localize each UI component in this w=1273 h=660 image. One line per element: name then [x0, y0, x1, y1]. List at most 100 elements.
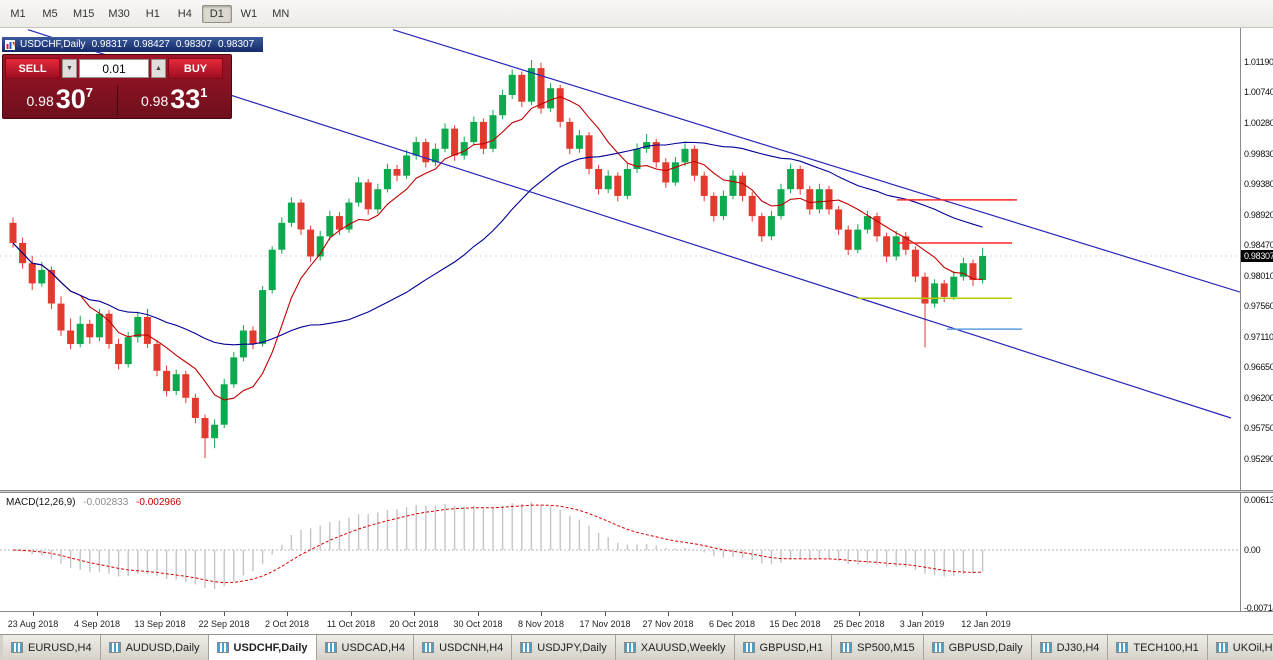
macd-histogram-bar: [300, 529, 302, 550]
candle-body: [124, 337, 132, 365]
date-axis[interactable]: 23 Aug 2018 4 Sep 2018 13 Sep 2018 22 Sep 2…: [0, 611, 1273, 634]
chart-tab-eurusd-h4[interactable]: EURUSD,H4: [3, 635, 101, 660]
chart-tab-dj30-h4[interactable]: DJ30,H4: [1031, 635, 1109, 660]
candle-body: [9, 222, 17, 243]
macd-histogram-bar: [41, 550, 43, 556]
macd-histogram-bar: [415, 505, 417, 550]
macd-histogram-bar: [540, 504, 542, 550]
chart-tab-usdchf-daily[interactable]: USDCHF,Daily: [208, 635, 317, 660]
chart-tab-usdcad-h4[interactable]: USDCAD,H4: [316, 635, 415, 660]
macd-histogram-bar: [271, 550, 273, 555]
volume-increase-button[interactable]: ▲: [151, 59, 166, 78]
macd-histogram-bar: [367, 514, 369, 550]
candle-body: [67, 330, 75, 344]
macd-indicator-svg[interactable]: [0, 493, 1240, 611]
candle-body: [249, 330, 257, 344]
sell-price[interactable]: 0.98307: [3, 86, 117, 113]
macd-histogram-bar: [127, 550, 129, 577]
sell-price-pipette: 7: [85, 85, 94, 100]
macd-histogram-bar: [818, 550, 821, 559]
timeframe-button-h1[interactable]: H1: [145, 7, 160, 20]
price-axis-label: 0.99380: [1244, 179, 1273, 189]
panel-splitter[interactable]: [0, 490, 1273, 493]
timeframe-toolbar: M1 M5 M15 M30 H1 H4 D1 W1 MN: [0, 0, 1273, 28]
date-axis-tick: [287, 612, 288, 616]
candle-body: [969, 263, 977, 280]
chart-tab-usdjpy-daily[interactable]: USDJPY,Daily: [512, 635, 616, 660]
sell-button[interactable]: SELL: [5, 58, 60, 79]
macd-histogram-bar: [549, 505, 552, 550]
candle-body: [316, 236, 324, 257]
candle-body: [604, 175, 612, 190]
candle-body: [326, 216, 334, 237]
main-chart-svg[interactable]: [0, 28, 1240, 490]
chart-tab-tech100-h1[interactable]: TECH100,H1: [1108, 635, 1208, 660]
chart-tab-label: GBPUSD,H1: [759, 641, 824, 654]
timeframe-button-mn[interactable]: MN: [272, 7, 290, 20]
macd-histogram-bar: [204, 550, 206, 588]
candle-body: [28, 263, 36, 284]
macd-histogram-bar: [837, 550, 840, 561]
macd-histogram-bar: [732, 550, 734, 557]
macd-histogram-bar: [780, 550, 782, 563]
timeframe-button-m30[interactable]: M30: [108, 7, 130, 20]
timeframe-button-m15[interactable]: M15: [73, 7, 95, 20]
candle-body: [355, 182, 363, 203]
date-axis-tick: [224, 612, 225, 616]
candle-body: [950, 276, 958, 297]
timeframe-button-m1[interactable]: M1: [10, 7, 26, 20]
candle-body: [863, 216, 871, 230]
candle-body: [422, 142, 430, 163]
candle-body: [518, 74, 526, 102]
price-axis-label: 0.98010: [1244, 271, 1273, 281]
candle-body: [575, 135, 583, 149]
macd-histogram-bar: [386, 510, 389, 550]
macd-histogram-bar: [962, 550, 965, 575]
candle-body: [595, 169, 603, 190]
candle-body: [76, 323, 84, 344]
candle-body: [163, 370, 171, 392]
timeframe-button-w1[interactable]: W1: [240, 7, 258, 20]
chart-tab-gbpusd-h1[interactable]: GBPUSD,H1: [734, 635, 833, 660]
price-axis-label: 0.95290: [1244, 454, 1273, 464]
chart-tab-gbpusd-daily[interactable]: GBPUSD,Daily: [923, 635, 1032, 660]
timeframe-button-d1[interactable]: D1: [201, 4, 232, 23]
timeframe-button-h4[interactable]: H4: [177, 7, 192, 20]
candle-body: [931, 283, 939, 304]
macd-histogram-bar: [722, 550, 725, 558]
chart-tab-icon: [931, 642, 944, 653]
volume-input[interactable]: [79, 59, 149, 78]
chart-tab-audusd-daily[interactable]: AUDUSD,Daily: [100, 635, 209, 660]
price-axis[interactable]: 1.01190 1.00740 1.00280 0.99830 0.99380 0.989…: [1240, 28, 1273, 611]
macd-axis-label: -0.007142: [1244, 603, 1273, 613]
candle-body: [268, 249, 276, 291]
price-axis-label: 0.96650: [1244, 362, 1273, 372]
buy-price-big: 33: [170, 84, 201, 114]
macd-histogram-bar: [473, 505, 475, 550]
chart-tab-label: SP500,M15: [857, 641, 915, 654]
chart-tab-label: XAUUSD,Weekly: [640, 641, 726, 654]
timeframe-button-m5[interactable]: M5: [42, 7, 58, 20]
buy-price[interactable]: 0.98331: [118, 86, 232, 113]
macd-histogram-bar: [194, 550, 197, 585]
chart-tab-ukoil-h1[interactable]: UKOil,H1: [1207, 635, 1273, 660]
chart-tab-icon: [422, 642, 435, 653]
macd-axis: 0.006137 0.00 -0.007142: [1241, 493, 1273, 613]
date-axis-tick: [541, 612, 542, 616]
sell-price-prefix: 0.98: [26, 93, 54, 109]
candle-body: [787, 169, 795, 190]
buy-button[interactable]: BUY: [168, 58, 223, 79]
chart-tab-usdcnh-h4[interactable]: USDCNH,H4: [414, 635, 513, 660]
macd-histogram-bar: [981, 550, 984, 572]
price-axis-label: 0.97110: [1244, 332, 1273, 342]
chart-tab-icon: [840, 642, 853, 653]
chart-tab-sp500-m15[interactable]: SP500,M15: [832, 635, 924, 660]
chart-window-title-bar[interactable]: USDCHF,Daily 0.98317 0.98427 0.98307 0.9…: [2, 37, 264, 52]
macd-histogram-bar: [511, 503, 513, 550]
macd-histogram-bar: [789, 550, 792, 560]
macd-histogram-bar: [261, 550, 264, 564]
candle-body: [297, 202, 305, 230]
chart-tab-xauusd-weekly[interactable]: XAUUSD,Weekly: [615, 635, 735, 660]
chart-title-close: 0.98307: [218, 39, 255, 50]
volume-decrease-button[interactable]: ▼: [62, 59, 77, 78]
